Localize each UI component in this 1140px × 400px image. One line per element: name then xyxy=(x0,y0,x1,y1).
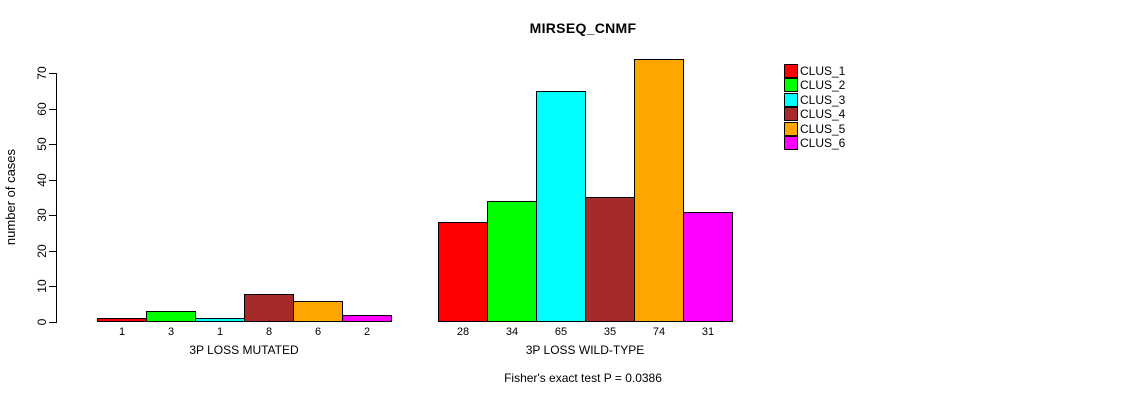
bar-value-label: 3 xyxy=(167,326,175,338)
legend-swatch xyxy=(784,93,798,107)
bar-value-label: 65 xyxy=(554,326,568,338)
legend-swatch xyxy=(784,136,798,150)
x-group-label-mutated: 3P LOSS MUTATED xyxy=(189,343,299,357)
legend-label: CLUS_1 xyxy=(800,64,846,78)
bar-clus_1-group1 xyxy=(97,318,147,322)
y-tick-label: 20 xyxy=(35,244,49,258)
bar-clus_1-group2 xyxy=(438,222,488,322)
chart-title: MIRSEQ_CNMF xyxy=(529,20,637,36)
y-tick xyxy=(49,144,56,145)
y-tick xyxy=(49,286,56,287)
y-axis-line xyxy=(56,73,57,323)
x-group-label-wild-type: 3P LOSS WILD-TYPE xyxy=(525,343,645,357)
y-tick-label: 10 xyxy=(35,279,49,293)
y-tick-label: 30 xyxy=(35,208,49,222)
y-tick xyxy=(49,73,56,74)
y-tick-label: 50 xyxy=(35,137,49,151)
y-tick-label: 40 xyxy=(35,173,49,187)
y-axis-title: number of cases xyxy=(3,148,18,246)
bar-clus_3-group1 xyxy=(195,318,245,322)
y-tick xyxy=(49,109,56,110)
bar-value-label: 8 xyxy=(265,326,273,338)
bar-clus_2-group1 xyxy=(146,311,196,322)
bar-value-label: 2 xyxy=(363,326,371,338)
y-tick-label: 70 xyxy=(35,66,49,80)
legend-swatch xyxy=(784,107,798,121)
y-tick xyxy=(49,251,56,252)
bar-value-label: 31 xyxy=(701,326,715,338)
bar-clus_6-group2 xyxy=(683,212,733,322)
y-tick-label: 60 xyxy=(35,102,49,116)
bar-value-label: 1 xyxy=(118,326,126,338)
bar-value-label: 35 xyxy=(603,326,617,338)
bar-clus_5-group1 xyxy=(293,301,343,322)
legend-swatch xyxy=(784,64,798,78)
bar-clus_6-group1 xyxy=(342,315,392,322)
bar-clus_5-group2 xyxy=(634,59,684,322)
legend-label: CLUS_5 xyxy=(800,122,846,136)
bar-clus_3-group2 xyxy=(536,91,586,322)
y-tick xyxy=(49,215,56,216)
fisher-test-annotation: Fisher's exact test P = 0.0386 xyxy=(504,371,662,385)
bar-value-label: 74 xyxy=(652,326,666,338)
bar-clus_4-group1 xyxy=(244,294,294,322)
bar-value-label: 6 xyxy=(314,326,322,338)
bar-value-label: 1 xyxy=(216,326,224,338)
legend-label: CLUS_2 xyxy=(800,78,846,92)
legend-swatch xyxy=(784,78,798,92)
bar-value-label: 28 xyxy=(456,326,470,338)
y-tick xyxy=(49,322,56,323)
legend-label: CLUS_6 xyxy=(800,136,846,150)
legend-swatch xyxy=(784,122,798,136)
y-tick-label: 0 xyxy=(35,318,49,326)
legend-label: CLUS_4 xyxy=(800,107,846,121)
legend-label: CLUS_3 xyxy=(800,93,846,107)
bar-value-label: 34 xyxy=(505,326,519,338)
bar-clus_4-group2 xyxy=(585,197,635,322)
y-tick xyxy=(49,180,56,181)
bar-clus_2-group2 xyxy=(487,201,537,322)
